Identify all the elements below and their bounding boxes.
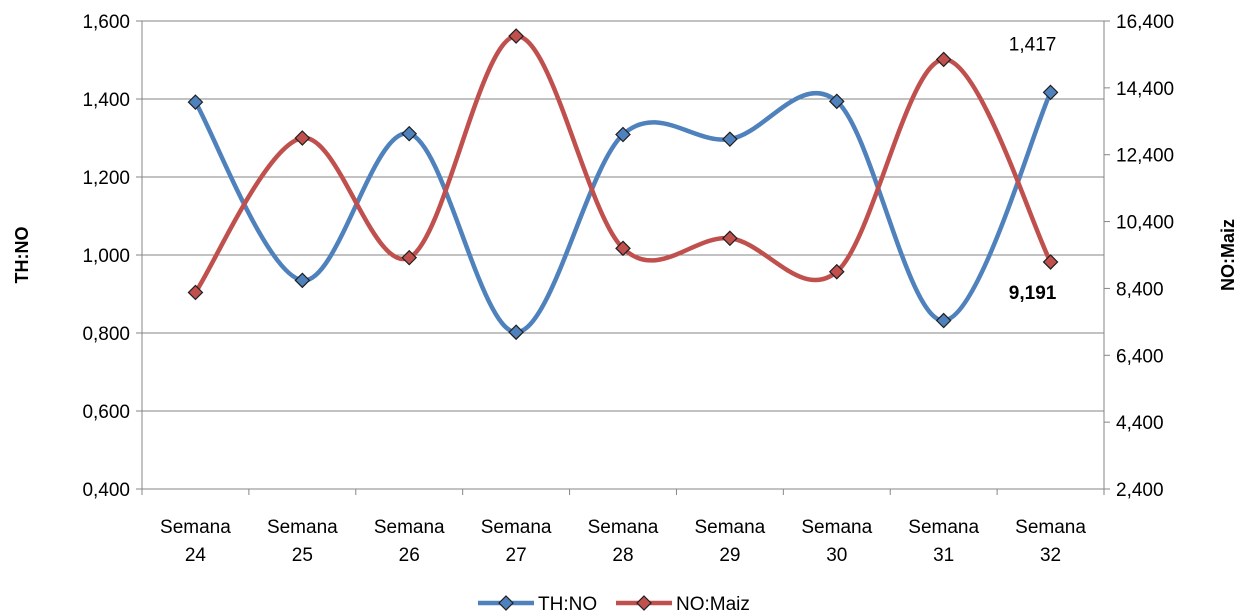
right-tick-label: 6,400	[1116, 346, 1164, 367]
legend-swatch-marker	[498, 595, 514, 611]
right-tick-label: 8,400	[1116, 279, 1164, 300]
left-tick-label: 1,000	[82, 246, 130, 267]
left-tick-label: 0,800	[82, 324, 130, 345]
x-axis-ticks: Semana 24 Semana 25 Semana 26 Semana 27 Semana 28…	[141, 489, 1105, 566]
x-tick-label: Semana 32	[1015, 517, 1086, 566]
legend-item: NO:Maiz	[616, 594, 750, 615]
right-axis-ticks: 2,400 4,400 6,400 8,400 10,400 12,400 14,400 16…	[1104, 12, 1174, 501]
x-tick-label: Semana 31	[908, 517, 979, 566]
right-tick-label: 2,400	[1116, 480, 1164, 501]
right-tick-label: 4,400	[1116, 413, 1164, 434]
legend-label: NO:Maiz	[676, 594, 750, 615]
series-line	[193, 33, 1053, 295]
data-point-marker	[401, 125, 418, 142]
data-point-marker	[294, 130, 311, 146]
x-tick-label: Semana 29	[694, 517, 765, 566]
right-tick-label: 14,400	[1116, 79, 1174, 100]
legend-swatch-marker	[636, 595, 652, 611]
left-axis-title: TH:NO	[12, 227, 32, 284]
left-tick-label: 1,200	[82, 168, 130, 189]
x-tick-label: Semana 30	[801, 517, 872, 566]
left-tick-label: 1,600	[82, 12, 130, 33]
data-point-marker	[615, 240, 631, 257]
left-tick-label: 0,600	[82, 402, 130, 423]
data-point-marker	[935, 312, 952, 329]
left-tick-label: 1,400	[82, 90, 130, 111]
series-no-maiz	[187, 28, 1059, 301]
left-tick-label: 0,400	[82, 480, 130, 501]
series-line	[193, 90, 1053, 335]
right-tick-label: 10,400	[1116, 213, 1174, 234]
right-axis-title: NO:Maiz	[1218, 219, 1238, 291]
data-point-marker	[615, 126, 631, 143]
x-tick-label: Semana 24	[160, 517, 231, 566]
data-point-marker	[1042, 84, 1059, 101]
data-labels: 1,417 9,191	[1009, 34, 1057, 304]
data-point-marker	[828, 263, 845, 280]
data-point-marker	[508, 28, 524, 44]
data-label: 1,417	[1009, 34, 1057, 55]
data-point-marker	[722, 230, 738, 247]
data-point-marker	[187, 284, 204, 301]
data-point-marker	[187, 94, 204, 110]
data-point-marker	[935, 51, 952, 68]
gridlines	[142, 20, 1104, 412]
left-axis-ticks: 0,400 0,600 0,800 1,000 1,200 1,400 1,600	[82, 12, 142, 501]
x-tick-label: Semana 25	[267, 517, 338, 566]
right-tick-label: 16,400	[1116, 12, 1174, 33]
data-point-marker	[1042, 254, 1059, 270]
series-th-no	[187, 84, 1059, 341]
data-point-marker	[722, 131, 738, 148]
data-label: 9,191	[1009, 283, 1057, 304]
x-tick-label: Semana 26	[374, 517, 445, 566]
legend-item: TH:NO	[478, 594, 597, 615]
legend: TH:NO NO:Maiz	[478, 594, 750, 615]
data-point-marker	[828, 93, 845, 110]
data-point-marker	[294, 272, 311, 289]
right-tick-label: 12,400	[1116, 146, 1174, 167]
x-tick-label: Semana 27	[481, 517, 552, 566]
series	[187, 28, 1059, 341]
data-point-marker	[401, 249, 418, 266]
data-point-marker	[508, 324, 524, 341]
x-tick-label: Semana 28	[588, 517, 659, 566]
legend-label: TH:NO	[538, 594, 597, 615]
